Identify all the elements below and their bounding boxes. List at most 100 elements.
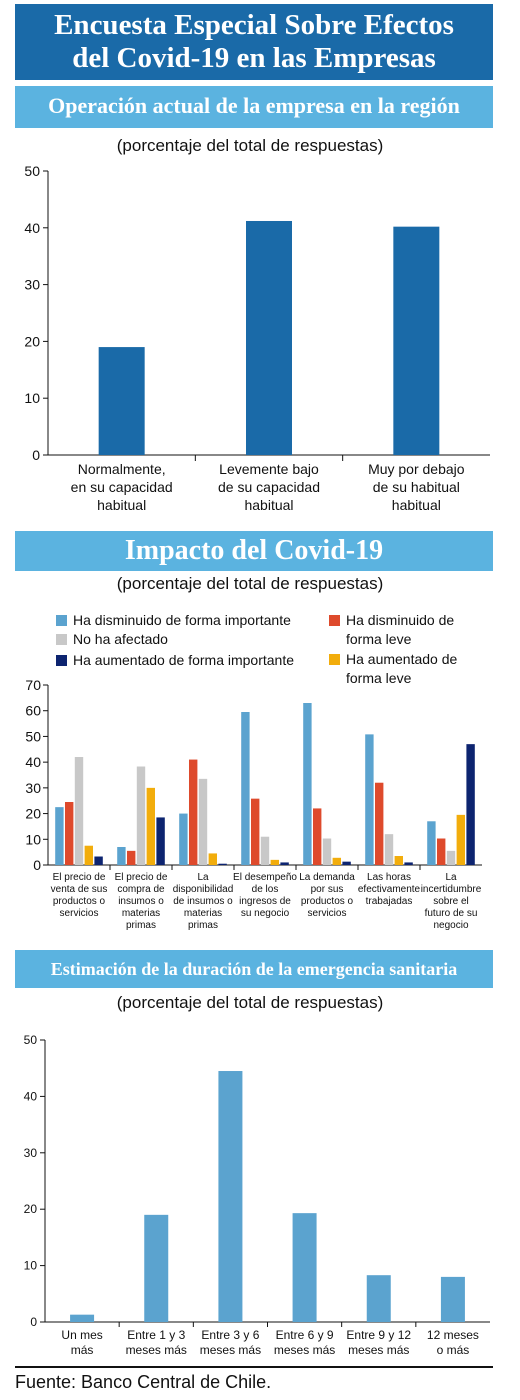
- chart2-bar: [437, 838, 446, 865]
- chart1-x-tick-label: habitual: [392, 497, 441, 513]
- chart2-x-tick-label: sobre el: [433, 896, 469, 907]
- chart3-y-tick-label: 20: [24, 1202, 38, 1216]
- chart2-x-tick-label: Las horas: [367, 872, 411, 883]
- chart3-title: Estimación de la duración de la emergenc…: [15, 950, 493, 988]
- chart2-x-tick-label: productos o: [301, 896, 354, 907]
- chart2-subtitle: (porcentaje del total de respuestas): [116, 574, 384, 593]
- chart2-bar: [156, 817, 165, 865]
- chart2-x-tick-label: El precio de: [115, 872, 168, 883]
- chart2-bar: [375, 782, 384, 865]
- chart2-bar: [446, 850, 456, 865]
- chart1-y-tick-label: 30: [24, 277, 40, 293]
- chart2-legend-item: No ha afectado: [56, 630, 168, 649]
- chart1-bar: [393, 226, 440, 455]
- chart2-x-tick-label: La demanda: [299, 872, 355, 883]
- chart2-x-tick-label: materias: [122, 908, 160, 919]
- chart2-bar: [322, 838, 332, 865]
- chart2-x-tick-label: La: [445, 872, 457, 883]
- chart3-bar: [218, 1071, 243, 1322]
- chart1-x-tick-label: Normalmente,: [78, 461, 166, 477]
- chart2-x-tick-label: primas: [126, 920, 156, 931]
- chart2-bar: [189, 759, 198, 865]
- chart2-x-tick-label: productos o: [53, 896, 106, 907]
- chart2-x-tick-label: incertidumbre: [421, 884, 482, 895]
- chart2-bar: [55, 807, 64, 865]
- chart1-y-tick-label: 50: [24, 163, 40, 179]
- chart3-y-tick-label: 0: [30, 1315, 37, 1329]
- chart2-legend-label: No ha afectado: [56, 630, 168, 649]
- chart2-legend-swatch: [329, 615, 340, 626]
- chart2-bar: [466, 744, 475, 865]
- source-note: Fuente: Banco Central de Chile.: [15, 1372, 272, 1392]
- chart3-y-tick-label: 50: [24, 1033, 38, 1047]
- chart3-y-tick-label: 40: [24, 1089, 38, 1103]
- chart1-y-tick-label: 40: [24, 220, 40, 236]
- chart2-x-tick-label: disponibilidad: [173, 884, 234, 895]
- chart2-legend-swatch: [329, 654, 340, 665]
- chart2-legend-label: forma leve: [346, 670, 412, 686]
- main-title-line1: Encuesta Especial Sobre Efectos: [54, 9, 454, 41]
- chart2-bar: [270, 859, 279, 865]
- chart2-x-tick-label: El desempeño: [233, 872, 297, 883]
- chart2-bar: [127, 850, 136, 865]
- chart3-x-tick-label: más: [71, 1343, 94, 1357]
- chart2-bar: [198, 778, 208, 865]
- chart1-x-tick-label: Levemente bajo: [219, 461, 319, 477]
- chart2-bar: [384, 834, 394, 865]
- chart3-x-tick-label: Entre 3 y 6: [201, 1328, 259, 1342]
- chart3-x-tick-label: Un mes: [61, 1328, 102, 1342]
- chart3-y-tick-label: 10: [24, 1259, 38, 1273]
- chart2-legend-swatch: [56, 655, 67, 666]
- chart2-x-tick-label: La: [197, 872, 209, 883]
- chart2-legend-item: Ha disminuido de forma leve: [329, 611, 454, 649]
- chart2-bar: [74, 757, 84, 865]
- chart2-y-tick-label: 70: [25, 677, 41, 693]
- chart2-bar: [303, 703, 312, 865]
- chart1-x-tick-label: habitual: [97, 497, 146, 513]
- chart2-legend-label: Ha aumentado de: [329, 650, 457, 669]
- chart2-legend-label: Ha disminuido de: [329, 611, 454, 630]
- chart2-bar: [146, 787, 155, 865]
- chart2-bar: [65, 802, 74, 865]
- chart2-bar: [313, 808, 322, 865]
- chart2-legend-label: Ha disminuido de forma importante: [56, 611, 291, 630]
- chart3-x-tick-label: Entre 6 y 9: [276, 1328, 334, 1342]
- chart2-bar: [456, 814, 465, 865]
- chart2-x-tick-label: por sus: [311, 884, 344, 895]
- main-title-line2: del Covid-19 en las Empresas: [72, 42, 436, 74]
- chart2-title: Impacto del Covid-19: [15, 531, 493, 571]
- chart3-x-tick-label: meses más: [348, 1343, 409, 1357]
- chart2-x-tick-label: efectivamente: [358, 884, 421, 895]
- chart2-x-tick-label: venta de sus: [51, 884, 108, 895]
- chart2-bar: [365, 734, 374, 865]
- chart2-x-tick-label: su negocio: [241, 908, 290, 919]
- chart1-y-tick-label: 10: [24, 390, 40, 406]
- chart2-bar: [280, 862, 289, 865]
- chart1-x-tick-label: de su habitual: [373, 479, 460, 495]
- chart2-x-tick-label: primas: [188, 920, 218, 931]
- chart3-x-tick-label: meses más: [126, 1343, 187, 1357]
- chart2-x-tick-label: trabajadas: [366, 896, 413, 907]
- chart2-bar: [117, 847, 126, 865]
- chart3-bar: [440, 1276, 465, 1322]
- chart2-bar: [342, 861, 351, 865]
- chart2-x-tick-label: materias: [184, 908, 222, 919]
- chart2-y-tick-label: 50: [25, 728, 41, 744]
- chart2-bar: [332, 857, 341, 865]
- chart1-y-tick-label: 0: [32, 447, 40, 463]
- chart3-bar: [70, 1314, 95, 1322]
- chart2-y-tick-label: 60: [25, 703, 41, 719]
- chart2-x-tick-label: de los: [252, 884, 279, 895]
- chart2-x-tick-label: insumos o: [118, 896, 164, 907]
- source-divider: [15, 1366, 493, 1368]
- chart3-x-tick-label: o más: [437, 1343, 470, 1357]
- chart2-legend-swatch: [56, 634, 67, 645]
- chart3-x-tick-label: Entre 1 y 3: [127, 1328, 185, 1342]
- chart2-y-tick-label: 20: [25, 806, 41, 822]
- main-title: Encuesta Especial Sobre Efectos del Covi…: [15, 4, 493, 80]
- chart2-x-tick-label: ingresos de: [239, 896, 291, 907]
- chart2-bar: [218, 863, 227, 865]
- chart2-legend-item: Ha aumentado de forma importante: [56, 651, 294, 670]
- chart2-bar: [251, 798, 260, 865]
